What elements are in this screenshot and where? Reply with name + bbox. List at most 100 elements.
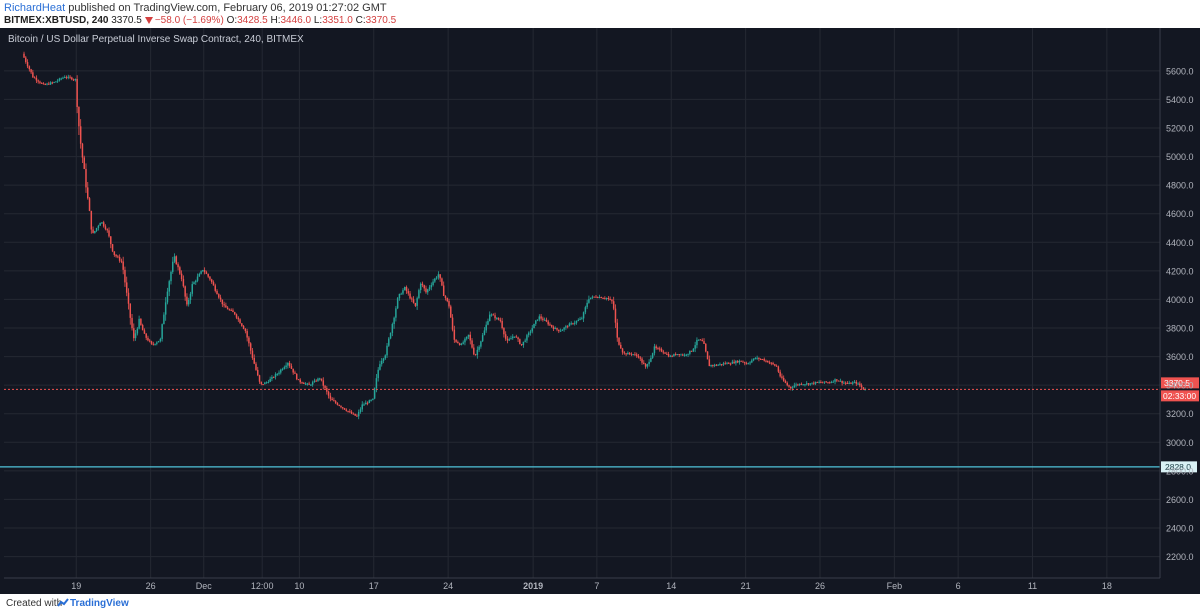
candle-body (78, 106, 80, 127)
chart-area[interactable]: 2828.0 3370.5 02:33:00 2200.0 2400.0 2600.0… (0, 28, 1200, 594)
candle-body (249, 343, 252, 351)
candle-body (513, 336, 516, 338)
candle-body (76, 79, 78, 107)
candle-body (90, 210, 93, 230)
candle-body (366, 402, 369, 404)
tradingview-brand[interactable]: TradingView (70, 598, 129, 609)
candle-body (697, 339, 700, 341)
candle-body (460, 343, 463, 345)
open-label: O: (226, 15, 238, 26)
candle-body (535, 320, 537, 324)
author-link[interactable]: RichardHeat (4, 2, 66, 14)
chart-title: Bitcoin / US Dollar Perpetual Inverse Sw… (8, 34, 304, 45)
candle-body (782, 377, 785, 381)
price-tick-label: 5400.0 (1166, 95, 1194, 105)
candle-body (767, 360, 769, 363)
candle-body (612, 301, 615, 309)
candle-body (200, 271, 202, 274)
candle-body (566, 326, 569, 328)
candle-body (127, 292, 130, 304)
candle-body (728, 362, 730, 364)
candle-body (391, 324, 394, 333)
candle-body (377, 369, 379, 379)
candle-body (290, 366, 293, 369)
candle-body (643, 362, 645, 365)
candle-body (219, 297, 222, 300)
candle-body (522, 341, 525, 346)
candle-body (271, 377, 273, 379)
candlestick-chart[interactable]: 2828.0 3370.5 02:33:00 2200.0 2400.0 2600.0… (0, 28, 1200, 594)
candle-body (510, 338, 512, 340)
candle-body (719, 364, 721, 366)
candle-body (802, 384, 804, 386)
candle-body (421, 283, 424, 286)
candle-body (690, 350, 693, 352)
candle-body (678, 354, 680, 356)
candle-body (292, 368, 294, 373)
candle-body (474, 354, 477, 356)
candle-body (786, 382, 788, 386)
candle-body (386, 345, 388, 356)
candle-body (210, 279, 213, 283)
candle-body (733, 361, 735, 364)
candle-body (382, 358, 385, 361)
candle-body (602, 297, 604, 299)
candle-body (237, 317, 240, 320)
candle-body (251, 350, 254, 358)
candle-body (680, 354, 682, 356)
candle-body (108, 230, 110, 237)
candle-body (253, 357, 255, 364)
candle-body (223, 304, 225, 306)
candle-body (797, 384, 799, 386)
candle-body (751, 360, 753, 363)
price-axis[interactable]: 2200.0 2400.0 2600.0 2800.0 3000.0 3200.0 3400… (1159, 28, 1194, 578)
candle-body (614, 308, 617, 323)
candle-body (343, 408, 346, 410)
candle-body (591, 296, 594, 298)
candle-body (465, 336, 468, 339)
candle-body (662, 351, 665, 353)
candle-body (735, 360, 737, 364)
candle-body (148, 340, 151, 342)
candle-body (685, 354, 688, 356)
open-value: 3428.5 (237, 15, 268, 26)
horizontal-level[interactable]: 2828.0 (0, 461, 1197, 473)
candle-body (356, 415, 358, 417)
candle-body (303, 382, 305, 384)
time-tick-label: 17 (369, 581, 379, 591)
candle-body (101, 222, 103, 224)
candle-body (400, 293, 402, 295)
candle-body (630, 353, 633, 355)
candle-body (333, 400, 335, 402)
candle-body (342, 407, 344, 409)
price-tick-label: 3800.0 (1166, 324, 1194, 334)
candle-body (294, 372, 296, 374)
time-axis[interactable]: 19 26 Dec 12:00 10 17 24 2019 7 14 21 26 Feb 6 11 18 (4, 577, 1160, 591)
candle-body (508, 339, 510, 341)
candle-body (427, 289, 429, 293)
candle-body (823, 381, 826, 383)
candle-body (545, 319, 548, 322)
candle-body (55, 81, 57, 83)
candle-body (62, 77, 64, 79)
candle-body (407, 291, 410, 294)
candle-body (705, 343, 707, 352)
candle-body (138, 318, 140, 329)
candle-body (607, 297, 610, 300)
candle-body (531, 328, 533, 332)
candle-body (579, 318, 581, 320)
candle-body (464, 338, 466, 343)
candle-body (285, 365, 287, 368)
price-change: −58.0 (−1.69%) (154, 15, 224, 26)
footer: Created with TradingView (0, 594, 1200, 615)
candle-body (272, 377, 275, 379)
candle-body (262, 383, 264, 385)
candle-body (775, 365, 778, 367)
candle-body (724, 363, 727, 365)
candle-body (25, 57, 27, 63)
candle-body (159, 338, 162, 341)
candle-body (283, 367, 286, 369)
candle-body (361, 404, 363, 410)
candle-body (855, 381, 858, 384)
candle-body (143, 330, 146, 334)
